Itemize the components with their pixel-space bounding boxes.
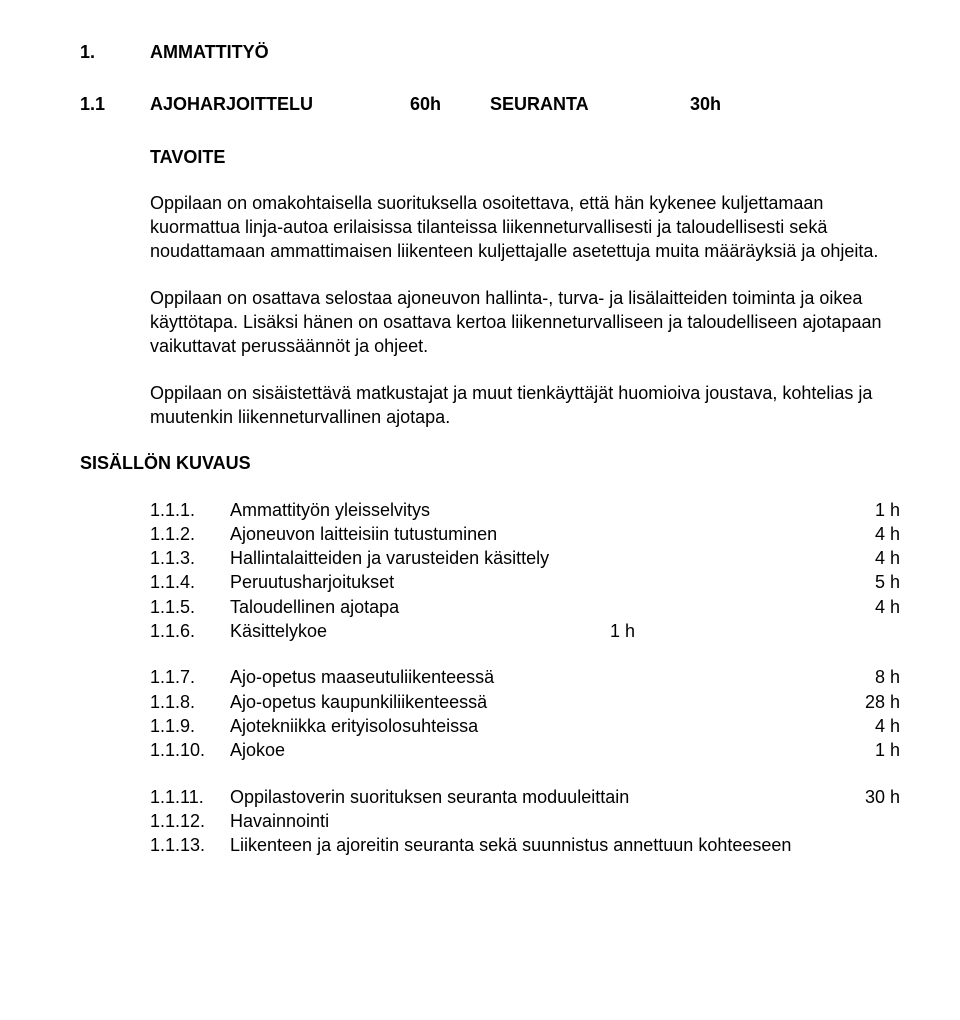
toc-row: 1.1.8.Ajo-opetus kaupunkiliikenteessä28 … [150, 690, 900, 714]
toc-number: 1.1.10. [150, 738, 230, 762]
toc-label: Ajokoe [230, 738, 840, 762]
heading-2-title: AJOHARJOITTELU [150, 92, 410, 116]
sisallon-kuvaus-label: SISÄLLÖN KUVAUS [80, 451, 900, 475]
toc-hours: 4 h [840, 522, 900, 546]
tavoite-label: TAVOITE [150, 145, 900, 169]
toc-group-1: 1.1.1.Ammattityön yleisselvitys1 h1.1.2.… [150, 498, 900, 644]
toc-row: 1.1.3.Hallintalaitteiden ja varusteiden … [150, 546, 900, 570]
toc-row: 1.1.5.Taloudellinen ajotapa4 h [150, 595, 900, 619]
document-page: 1. AMMATTITYÖ 1.1 AJOHARJOITTELU 60h SEU… [0, 0, 960, 919]
toc-label: Ajotekniikka erityisolosuhteissa [230, 714, 840, 738]
toc-label: Ammattityön yleisselvitys [230, 498, 840, 522]
toc-hours: 30 h [840, 785, 900, 809]
toc-row: 1.1.2.Ajoneuvon laitteisiin tutustuminen… [150, 522, 900, 546]
toc-hours: 1 h [840, 738, 900, 762]
toc-row: 1.1.9.Ajotekniikka erityisolosuhteissa4 … [150, 714, 900, 738]
heading-1-number: 1. [80, 40, 150, 64]
heading-2-number: 1.1 [80, 92, 150, 116]
toc-number: 1.1.4. [150, 570, 230, 594]
toc-number: 1.1.12. [150, 809, 230, 833]
toc-number: 1.1.6. [150, 619, 230, 643]
toc-label: Ajoneuvon laitteisiin tutustuminen [230, 522, 840, 546]
toc-label: Ajo-opetus kaupunkiliikenteessä [230, 690, 840, 714]
toc-number: 1.1.8. [150, 690, 230, 714]
toc-row: 1.1.13.Liikenteen ja ajoreitin seuranta … [150, 833, 900, 857]
toc-row: 1.1.11.Oppilastoverin suorituksen seuran… [150, 785, 900, 809]
paragraph-2: Oppilaan on osattava selostaa ajoneuvon … [150, 286, 900, 359]
toc-number: 1.1.5. [150, 595, 230, 619]
toc-label: Oppilastoverin suorituksen seuranta modu… [230, 785, 840, 809]
toc-hours: 8 h [840, 665, 900, 689]
toc-number: 1.1.3. [150, 546, 230, 570]
toc: 1.1.1.Ammattityön yleisselvitys1 h1.1.2.… [150, 498, 900, 858]
toc-number: 1.1.9. [150, 714, 230, 738]
toc-hours: 28 h [840, 690, 900, 714]
toc-label: Peruutusharjoitukset [230, 570, 840, 594]
toc-group-2: 1.1.7.Ajo-opetus maaseutuliikenteessä8 h… [150, 665, 900, 762]
toc-hours: 4 h [840, 595, 900, 619]
toc-number: 1.1.11. [150, 785, 230, 809]
toc-row: 1.1.1.Ammattityön yleisselvitys1 h [150, 498, 900, 522]
heading-2-hours: 60h [410, 92, 490, 116]
toc-group-3: 1.1.11.Oppilastoverin suorituksen seuran… [150, 785, 900, 858]
heading-2: 1.1 AJOHARJOITTELU 60h SEURANTA 30h [80, 92, 900, 116]
toc-number: 1.1.1. [150, 498, 230, 522]
toc-hours: 4 h [840, 714, 900, 738]
toc-row: 1.1.4.Peruutusharjoitukset5 h [150, 570, 900, 594]
toc-row: 1.1.7.Ajo-opetus maaseutuliikenteessä8 h [150, 665, 900, 689]
toc-hours: 5 h [840, 570, 900, 594]
toc-label: Ajo-opetus maaseutuliikenteessä [230, 665, 840, 689]
toc-row: 1.1.12.Havainnointi [150, 809, 900, 833]
toc-row: 1.1.10.Ajokoe1 h [150, 738, 900, 762]
heading-1-title: AMMATTITYÖ [150, 40, 269, 64]
toc-row: 1.1.6.Käsittelykoe1 h [150, 619, 900, 643]
heading-1: 1. AMMATTITYÖ [80, 40, 900, 64]
toc-label: Hallintalaitteiden ja varusteiden käsitt… [230, 546, 840, 570]
heading-2-subhours: 30h [690, 92, 770, 116]
toc-label: Käsittelykoe [230, 619, 610, 643]
toc-hours: 4 h [840, 546, 900, 570]
heading-2-sub: SEURANTA [490, 92, 690, 116]
toc-number: 1.1.13. [150, 833, 230, 857]
toc-number: 1.1.2. [150, 522, 230, 546]
paragraph-1: Oppilaan on omakohtaisella suorituksella… [150, 191, 900, 264]
toc-number: 1.1.7. [150, 665, 230, 689]
toc-label: Taloudellinen ajotapa [230, 595, 840, 619]
toc-hours: 1 h [610, 619, 635, 643]
toc-label: Liikenteen ja ajoreitin seuranta sekä su… [230, 833, 840, 857]
paragraph-3: Oppilaan on sisäistettävä matkustajat ja… [150, 381, 900, 430]
toc-label: Havainnointi [230, 809, 840, 833]
toc-hours: 1 h [840, 498, 900, 522]
